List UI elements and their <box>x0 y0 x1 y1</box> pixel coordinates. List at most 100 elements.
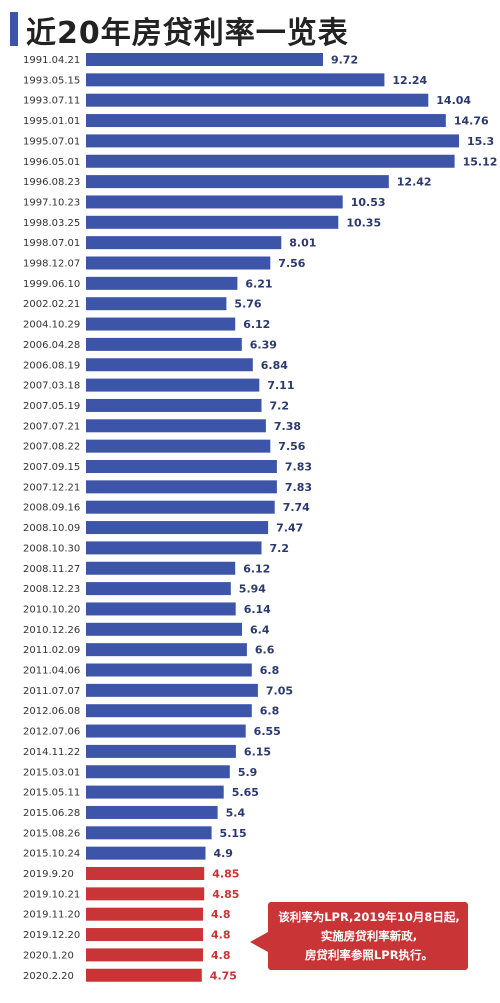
value-label: 12.24 <box>392 74 427 87</box>
value-label: 4.85 <box>212 888 239 901</box>
category-label: 2010.12.26 <box>23 625 80 636</box>
value-label: 6.15 <box>244 745 271 758</box>
category-label: 2008.12.23 <box>23 584 80 595</box>
bar <box>86 175 389 189</box>
category-label: 1998.03.25 <box>23 218 80 229</box>
category-label: 2012.07.06 <box>23 727 80 738</box>
value-label: 7.47 <box>276 522 303 535</box>
category-label: 2007.05.19 <box>23 401 80 412</box>
category-label: 2019.10.21 <box>23 889 80 900</box>
bar <box>86 53 323 66</box>
bar <box>86 582 231 596</box>
value-label: 4.8 <box>211 929 231 942</box>
value-label: 14.76 <box>454 115 489 128</box>
category-label: 2004.10.29 <box>23 320 80 331</box>
bar <box>86 683 258 697</box>
bar <box>86 765 230 779</box>
category-label: 2015.10.24 <box>23 849 80 860</box>
bar <box>86 480 277 494</box>
bar <box>86 236 282 250</box>
category-label: 2007.12.21 <box>23 482 80 493</box>
bar <box>86 541 262 555</box>
value-label: 7.83 <box>285 461 312 474</box>
value-label: 7.05 <box>266 684 293 697</box>
category-label: 1996.05.01 <box>23 157 80 168</box>
category-label: 2008.11.27 <box>23 564 80 575</box>
category-label: 2019.11.20 <box>23 910 80 921</box>
value-label: 15.3 <box>467 135 494 148</box>
value-label: 7.38 <box>274 420 301 433</box>
category-label: 1996.08.23 <box>23 177 80 188</box>
bar <box>86 785 224 799</box>
value-label: 10.53 <box>351 196 386 209</box>
category-label: 1993.05.15 <box>23 75 80 86</box>
value-label: 14.04 <box>436 94 471 107</box>
bar <box>86 317 236 331</box>
bar <box>86 704 252 718</box>
category-label: 1998.07.01 <box>23 238 80 249</box>
category-label: 2011.04.06 <box>23 666 80 677</box>
value-label: 6.14 <box>244 603 271 616</box>
bar <box>86 744 236 758</box>
bar <box>86 73 385 87</box>
bar <box>86 968 202 982</box>
category-label: 1998.12.07 <box>23 259 80 270</box>
bar <box>86 948 203 962</box>
value-label: 6.12 <box>243 562 270 575</box>
value-label: 7.56 <box>278 440 305 453</box>
bar <box>86 154 455 168</box>
value-label: 7.83 <box>285 481 312 494</box>
bar <box>86 500 275 514</box>
category-label: 2019.12.20 <box>23 930 80 941</box>
bar <box>86 622 242 636</box>
category-label: 2011.07.07 <box>23 686 80 697</box>
bar <box>86 439 271 453</box>
category-label: 2014.11.22 <box>23 747 80 758</box>
category-label: 2015.03.01 <box>23 767 80 778</box>
value-label: 5.4 <box>226 806 246 819</box>
value-label: 4.75 <box>210 969 237 982</box>
category-label: 2007.07.21 <box>23 421 80 432</box>
callout-pointer <box>250 932 268 952</box>
bar <box>86 867 205 880</box>
bar <box>86 521 269 535</box>
value-label: 5.65 <box>232 786 259 799</box>
value-label: 5.94 <box>239 583 266 596</box>
value-label: 4.9 <box>213 847 233 860</box>
value-label: 7.2 <box>270 542 290 555</box>
bar <box>86 195 343 209</box>
bar <box>86 398 262 412</box>
bar <box>86 134 459 148</box>
title-accent-bar <box>10 12 18 46</box>
value-label: 5.9 <box>238 766 258 779</box>
category-label: 2008.10.30 <box>23 543 80 554</box>
bar <box>86 93 429 107</box>
category-label: 2006.08.19 <box>23 360 80 371</box>
bar <box>86 561 236 575</box>
category-label: 2002.02.21 <box>23 299 80 310</box>
category-label: 2006.04.28 <box>23 340 80 351</box>
category-label: 1995.07.01 <box>23 136 80 147</box>
category-label: 2011.02.09 <box>23 645 80 656</box>
category-label: 2020.1.20 <box>23 950 74 961</box>
value-label: 6.6 <box>255 644 275 657</box>
callout-line-1: 该利率为LPR,2019年10月8日起, <box>278 910 460 924</box>
value-label: 6.4 <box>250 623 270 636</box>
bar <box>86 378 260 392</box>
value-label: 6.39 <box>250 338 277 351</box>
value-label: 7.11 <box>267 379 294 392</box>
category-label: 2008.10.09 <box>23 523 80 534</box>
value-label: 7.2 <box>270 399 290 412</box>
value-label: 6.21 <box>245 277 272 290</box>
value-label: 5.15 <box>220 827 247 840</box>
category-label: 1995.01.01 <box>23 116 80 127</box>
value-label: 6.84 <box>261 359 288 372</box>
bar <box>86 846 206 860</box>
bar <box>86 907 203 921</box>
bar <box>86 297 227 311</box>
category-label: 2007.09.15 <box>23 462 80 473</box>
bar <box>86 887 205 901</box>
category-label: 2015.08.26 <box>23 828 80 839</box>
chart-title: 近20年房贷利率一览表 <box>26 16 349 51</box>
bar <box>86 663 252 677</box>
